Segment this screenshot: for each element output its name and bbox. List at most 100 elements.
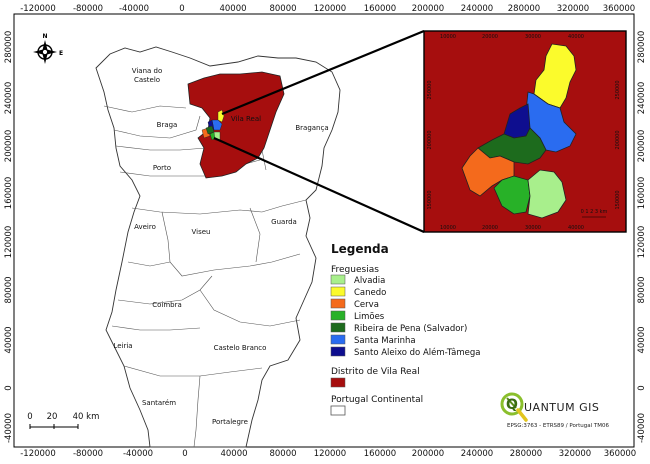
bottom-x-ticks: -120000 -80000 -40000 0 40000 80000 1200…	[20, 449, 636, 459]
legend-swatch	[330, 322, 346, 333]
epsg-label: EPSG:3763 - ETRS89 / Portugal TM06	[507, 423, 610, 429]
inset-x-tick: 40000	[568, 225, 584, 231]
region-label-guarda: Guarda	[271, 218, 297, 226]
region-label-porto: Porto	[153, 164, 171, 172]
inset-x-tick: 10000	[440, 34, 456, 40]
left-y-ticks: 280000 240000 200000 160000 120000 80000…	[4, 31, 14, 443]
top-tick-label: 200000	[412, 4, 444, 14]
region-label-viseu: Viseu	[192, 228, 211, 236]
portugal-outline	[95, 46, 341, 448]
compass-north-label: N	[42, 33, 47, 40]
compass-rose-icon: N E	[33, 33, 63, 64]
top-tick-label: 0	[179, 4, 184, 14]
inset-scale-label: 0 1 2 3 km	[581, 209, 608, 215]
left-tick-label: 80000	[4, 276, 14, 303]
left-tick-label: 160000	[4, 177, 14, 209]
legend-freguesias-title: Freguesias	[331, 265, 379, 275]
bottom-tick-label: 40000	[220, 449, 247, 459]
region-label-santarem: Santarém	[142, 399, 176, 407]
legend-swatch	[330, 298, 346, 309]
left-tick-label: 40000	[4, 326, 14, 353]
legend-label: Ribeira de Pena (Salvador)	[354, 324, 467, 334]
inset-x-tick: 30000	[525, 34, 541, 40]
qgis-logo-text: UANTUM GIS	[524, 401, 599, 414]
top-x-ticks: -120000 -80000 -40000 0 40000 80000 1200…	[20, 4, 635, 14]
legend-swatch	[330, 346, 346, 357]
inset-connector-lines	[213, 29, 425, 234]
qgis-logo-icon: Q	[500, 392, 528, 422]
legend-item: Alvadia	[330, 274, 385, 286]
right-tick-label: 0	[637, 385, 647, 390]
region-label-vila-real: Vila Real	[231, 115, 261, 123]
bottom-tick-label: 280000	[510, 449, 542, 459]
right-tick-label: 160000	[637, 177, 647, 209]
legend-label: Santa Marinha	[354, 336, 416, 346]
region-labels: Viana do Castelo Braga Vila Real Braganç…	[113, 67, 328, 426]
top-tick-label: 240000	[461, 4, 493, 14]
scale-label: 40 km	[73, 412, 100, 422]
top-tick-label: -40000	[119, 4, 149, 14]
right-tick-label: 200000	[637, 130, 647, 162]
right-tick-label: 280000	[637, 31, 647, 63]
right-tick-label: 120000	[637, 226, 647, 258]
inset-y-tick: 250000	[427, 80, 433, 99]
right-tick-label: 240000	[637, 82, 647, 114]
scale-label: 0	[27, 412, 32, 422]
legend-item: Cerva	[330, 298, 379, 310]
top-tick-label: 40000	[219, 4, 246, 14]
right-y-ticks: 280000 240000 200000 160000 120000 80000…	[637, 31, 647, 443]
legend-item: Santa Marinha	[330, 334, 416, 346]
inset-x-tick: 20000	[482, 34, 498, 40]
bottom-tick-label: 120000	[314, 449, 346, 459]
inset-y-tick: 250000	[615, 80, 621, 99]
scale-label: 20	[47, 412, 58, 422]
bottom-tick-label: 200000	[412, 449, 444, 459]
legend-title: Legenda	[331, 242, 389, 256]
region-label-castelo-branco: Castelo Branco	[214, 344, 267, 352]
region-label-viana: Castelo	[134, 76, 160, 84]
region-label-coimbra: Coimbra	[152, 301, 182, 309]
bottom-tick-label: 320000	[559, 449, 591, 459]
inset-y-tick: 150000	[615, 190, 621, 209]
legend-swatch	[330, 310, 346, 321]
left-tick-label: 120000	[4, 226, 14, 258]
inset-y-tick: 200000	[427, 130, 433, 149]
top-tick-label: 280000	[508, 4, 540, 14]
inset-x-tick: 30000	[525, 225, 541, 231]
left-tick-label: -40000	[4, 413, 14, 443]
legend-swatch	[330, 274, 346, 285]
legend-item: Limões	[330, 310, 385, 322]
inset-x-tick: 40000	[568, 34, 584, 40]
region-label-aveiro: Aveiro	[134, 223, 156, 231]
legend-portugal-swatch	[330, 405, 346, 416]
inset-x-tick: 10000	[440, 225, 456, 231]
bottom-tick-label: -120000	[20, 449, 56, 459]
legend-label: Canedo	[354, 288, 386, 298]
region-label-viana: Viana do	[132, 67, 163, 75]
bottom-tick-label: 360000	[604, 449, 636, 459]
legend-distrito-title: Distrito de Vila Real	[331, 367, 420, 377]
right-tick-label: 80000	[637, 276, 647, 303]
scale-bar: 0 20 40 km	[27, 412, 99, 429]
left-tick-label: 0	[4, 385, 14, 390]
qgis-logo-letter: Q	[506, 397, 518, 413]
inset-x-tick: 20000	[482, 225, 498, 231]
top-tick-label: 160000	[364, 4, 396, 14]
bottom-tick-label: 80000	[269, 449, 296, 459]
inset-alvadia	[527, 169, 567, 219]
bottom-tick-label: 160000	[364, 449, 396, 459]
left-tick-label: 240000	[4, 82, 14, 114]
bottom-tick-label: 240000	[461, 449, 493, 459]
region-label-braga: Braga	[157, 121, 178, 129]
qgis-logo: Q UANTUM GIS EPSG:3763 - ETRS89 / Portug…	[500, 392, 610, 429]
top-tick-label: 360000	[603, 4, 635, 14]
inset-cerva	[461, 147, 515, 197]
top-tick-label: 80000	[269, 4, 296, 14]
left-tick-label: 200000	[4, 130, 14, 162]
legend-item: Santo Aleixo do Além-Tâmega	[330, 346, 480, 358]
left-tick-label: 280000	[4, 31, 14, 63]
compass-east-label: E	[59, 50, 63, 57]
bottom-tick-label: 0	[182, 449, 187, 459]
